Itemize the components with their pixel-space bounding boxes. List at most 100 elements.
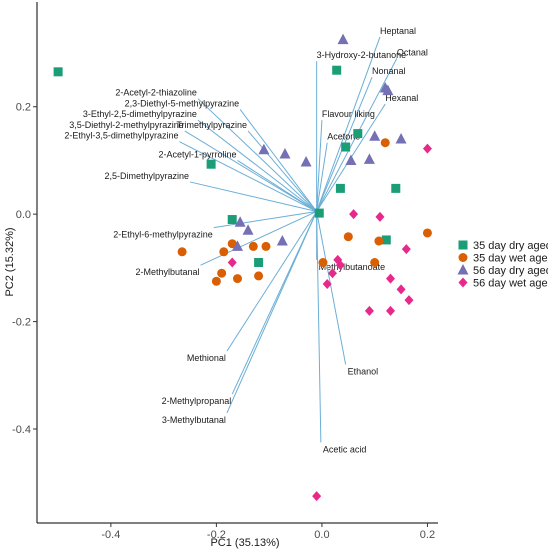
point-35-day-dry-aged (335, 183, 345, 193)
loading-line-ethanol (316, 211, 347, 365)
loading-line-acetic-acid (316, 211, 322, 443)
loading-label-2-ethyl-3-5-dimethylpyrazine: 2-Ethyl-3,5-dimethylpyrazine (64, 131, 178, 141)
legend-marker-56-day-wet-aged (458, 277, 468, 288)
point-56-day-dry-aged (369, 130, 381, 141)
x-tick-label: 0.2 (420, 529, 435, 541)
point-35-day-dry-aged (341, 142, 351, 152)
loading-line-3-methylbutanal (226, 211, 318, 414)
point-56-day-dry-aged (300, 156, 312, 167)
point-35-day-wet-aged (217, 268, 227, 278)
point-56-day-dry-aged (382, 84, 394, 96)
point-35-day-wet-aged (227, 239, 237, 249)
loading-label-3-ethyl-2-5-dimethylpyrazine: 3-Ethyl-2,5-dimethylpyrazine (83, 109, 197, 119)
point-56-day-wet-aged (375, 211, 385, 222)
point-35-day-wet-aged (318, 258, 328, 267)
y-axis-title: PC2 (15.32%) (4, 227, 16, 296)
point-35-day-wet-aged (177, 247, 187, 257)
point-35-day-wet-aged (219, 247, 229, 257)
point-56-day-dry-aged (337, 33, 349, 45)
loading-label-heptanal: Heptanal (380, 26, 416, 36)
point-56-day-wet-aged (349, 209, 359, 220)
point-56-day-wet-aged (396, 284, 406, 295)
point-35-day-wet-aged (343, 232, 353, 242)
point-56-day-wet-aged (327, 268, 337, 279)
point-56-day-wet-aged (386, 305, 396, 316)
loading-label-3-hydroxy-2-butanone: 3-Hydroxy-2-butanone (317, 50, 407, 60)
point-35-day-wet-aged (380, 138, 390, 148)
y-tick-label: -0.2 (12, 317, 31, 329)
loading-label-2-ethyl-6-methylpyrazine: 2-Ethyl-6-methylpyrazine (113, 230, 213, 240)
point-56-day-wet-aged (227, 257, 237, 268)
y-tick-label: -0.4 (12, 424, 31, 436)
x-tick-label: 0.0 (314, 529, 329, 541)
x-tick-label: -0.2 (207, 529, 226, 541)
loading-label-2-methylbutanal: 2-Methylbutanal (136, 267, 200, 277)
point-56-day-dry-aged (234, 216, 246, 227)
loading-line-2-ethyl-6-methylpyrazine (213, 210, 317, 229)
legend-marker-35-day-wet-aged (458, 253, 468, 262)
loading-line-2-3-diethyl-5-methylpyrazine (239, 109, 318, 212)
point-35-day-wet-aged (261, 241, 271, 251)
point-56-day-wet-aged (386, 273, 396, 284)
point-35-day-dry-aged (206, 159, 216, 169)
loading-label-ethanol: Ethanol (348, 367, 379, 377)
loading-line-2-acetyl-1-pyrroline (237, 160, 317, 212)
point-35-day-wet-aged (211, 276, 221, 286)
loading-line-3-5-diethyl-2-methylpyrazine (184, 130, 317, 212)
point-56-day-wet-aged (322, 278, 332, 289)
loading-line-2-ethyl-3-5-dimethylpyrazine (179, 141, 317, 212)
legend-label-35-day-wet-aged: 35 day wet aged (473, 253, 548, 265)
y-tick-label: 0.2 (16, 102, 31, 114)
point-56-day-dry-aged (395, 132, 407, 144)
point-35-day-wet-aged (370, 258, 380, 267)
loading-line-acetone (316, 142, 328, 212)
point-56-day-dry-aged (345, 154, 357, 165)
x-axis-title: PC1 (35.13%) (210, 537, 279, 549)
point-35-day-wet-aged (233, 274, 242, 284)
loading-line-trimethylpyrazine (247, 130, 318, 212)
point-56-day-wet-aged (335, 260, 345, 271)
point-35-day-wet-aged (374, 236, 384, 246)
loading-label-2-acetyl-2-thiazoline: 2-Acetyl-2-thiazoline (115, 88, 197, 98)
loading-line-2-acetyl-2-thiazoline (197, 98, 317, 212)
axes-layer: -0.4 -0.2 0.0 0.2 -0.4 -0.2 0.0 0.2 (12, 2, 438, 541)
loading-label-acetone: Acetone (327, 132, 360, 142)
y-tick-label: 0.0 (16, 209, 31, 221)
loading-label-methylbutanoate: Methylbutanoate (319, 262, 386, 272)
point-56-day-dry-aged (279, 148, 291, 159)
loading-label-3-methylbutanal: 3-Methylbutanal (162, 415, 226, 425)
loading-label-hexanal: Hexanal (385, 93, 418, 103)
loading-label-2-5-dimethylpyrazine: 2,5-Dimethylpyrazine (104, 171, 189, 181)
point-35-day-dry-aged (53, 67, 63, 77)
legend-label-56-day-dry-aged: 56 day dry aged (473, 265, 548, 277)
points-layer (53, 33, 432, 502)
point-35-day-dry-aged (227, 215, 237, 225)
loading-line-2-5-dimethylpyrazine (189, 181, 317, 212)
loading-label-2-methylpropanal: 2-Methylpropanal (162, 396, 232, 406)
point-56-day-wet-aged (364, 305, 374, 316)
legend-marker-35-day-dry-aged (458, 240, 468, 250)
loading-label-2-acetyl-1-pyrroline: 2-Acetyl-1-pyrroline (158, 149, 236, 159)
legend-label-56-day-wet-aged: 56 day wet aged (473, 278, 548, 290)
point-35-day-wet-aged (422, 228, 432, 238)
point-35-day-wet-aged (248, 241, 258, 251)
legend-label-35-day-dry-aged: 35 day dry aged (473, 240, 548, 252)
loading-label-nonanal: Nonanal (372, 66, 406, 76)
point-35-day-dry-aged (332, 65, 342, 75)
point-35-day-dry-aged (353, 129, 363, 139)
loading-label-flavour-liking: Flavour liking (322, 109, 375, 119)
loading-line-3-ethyl-2-5-dimethylpyrazine (197, 119, 317, 212)
loading-line-heptanal (316, 36, 381, 212)
point-56-day-wet-aged (401, 244, 411, 255)
loading-label-2-3-diethyl-5-methylpyrazine: 2,3-Diethyl-5-methylpyrazine (125, 98, 240, 108)
loading-label-3-5-diethyl-2-methylpyrazine: 3,5-Diethyl-2-methylpyrazine (69, 120, 184, 130)
point-56-day-dry-aged (363, 153, 375, 164)
loading-label-trimethylpyrazine: Trimethylpyrazine (176, 120, 247, 130)
loading-line-methional (226, 211, 318, 352)
loading-line-flavour-liking (316, 120, 323, 212)
point-56-day-wet-aged (422, 143, 432, 154)
point-35-day-dry-aged (381, 235, 391, 245)
